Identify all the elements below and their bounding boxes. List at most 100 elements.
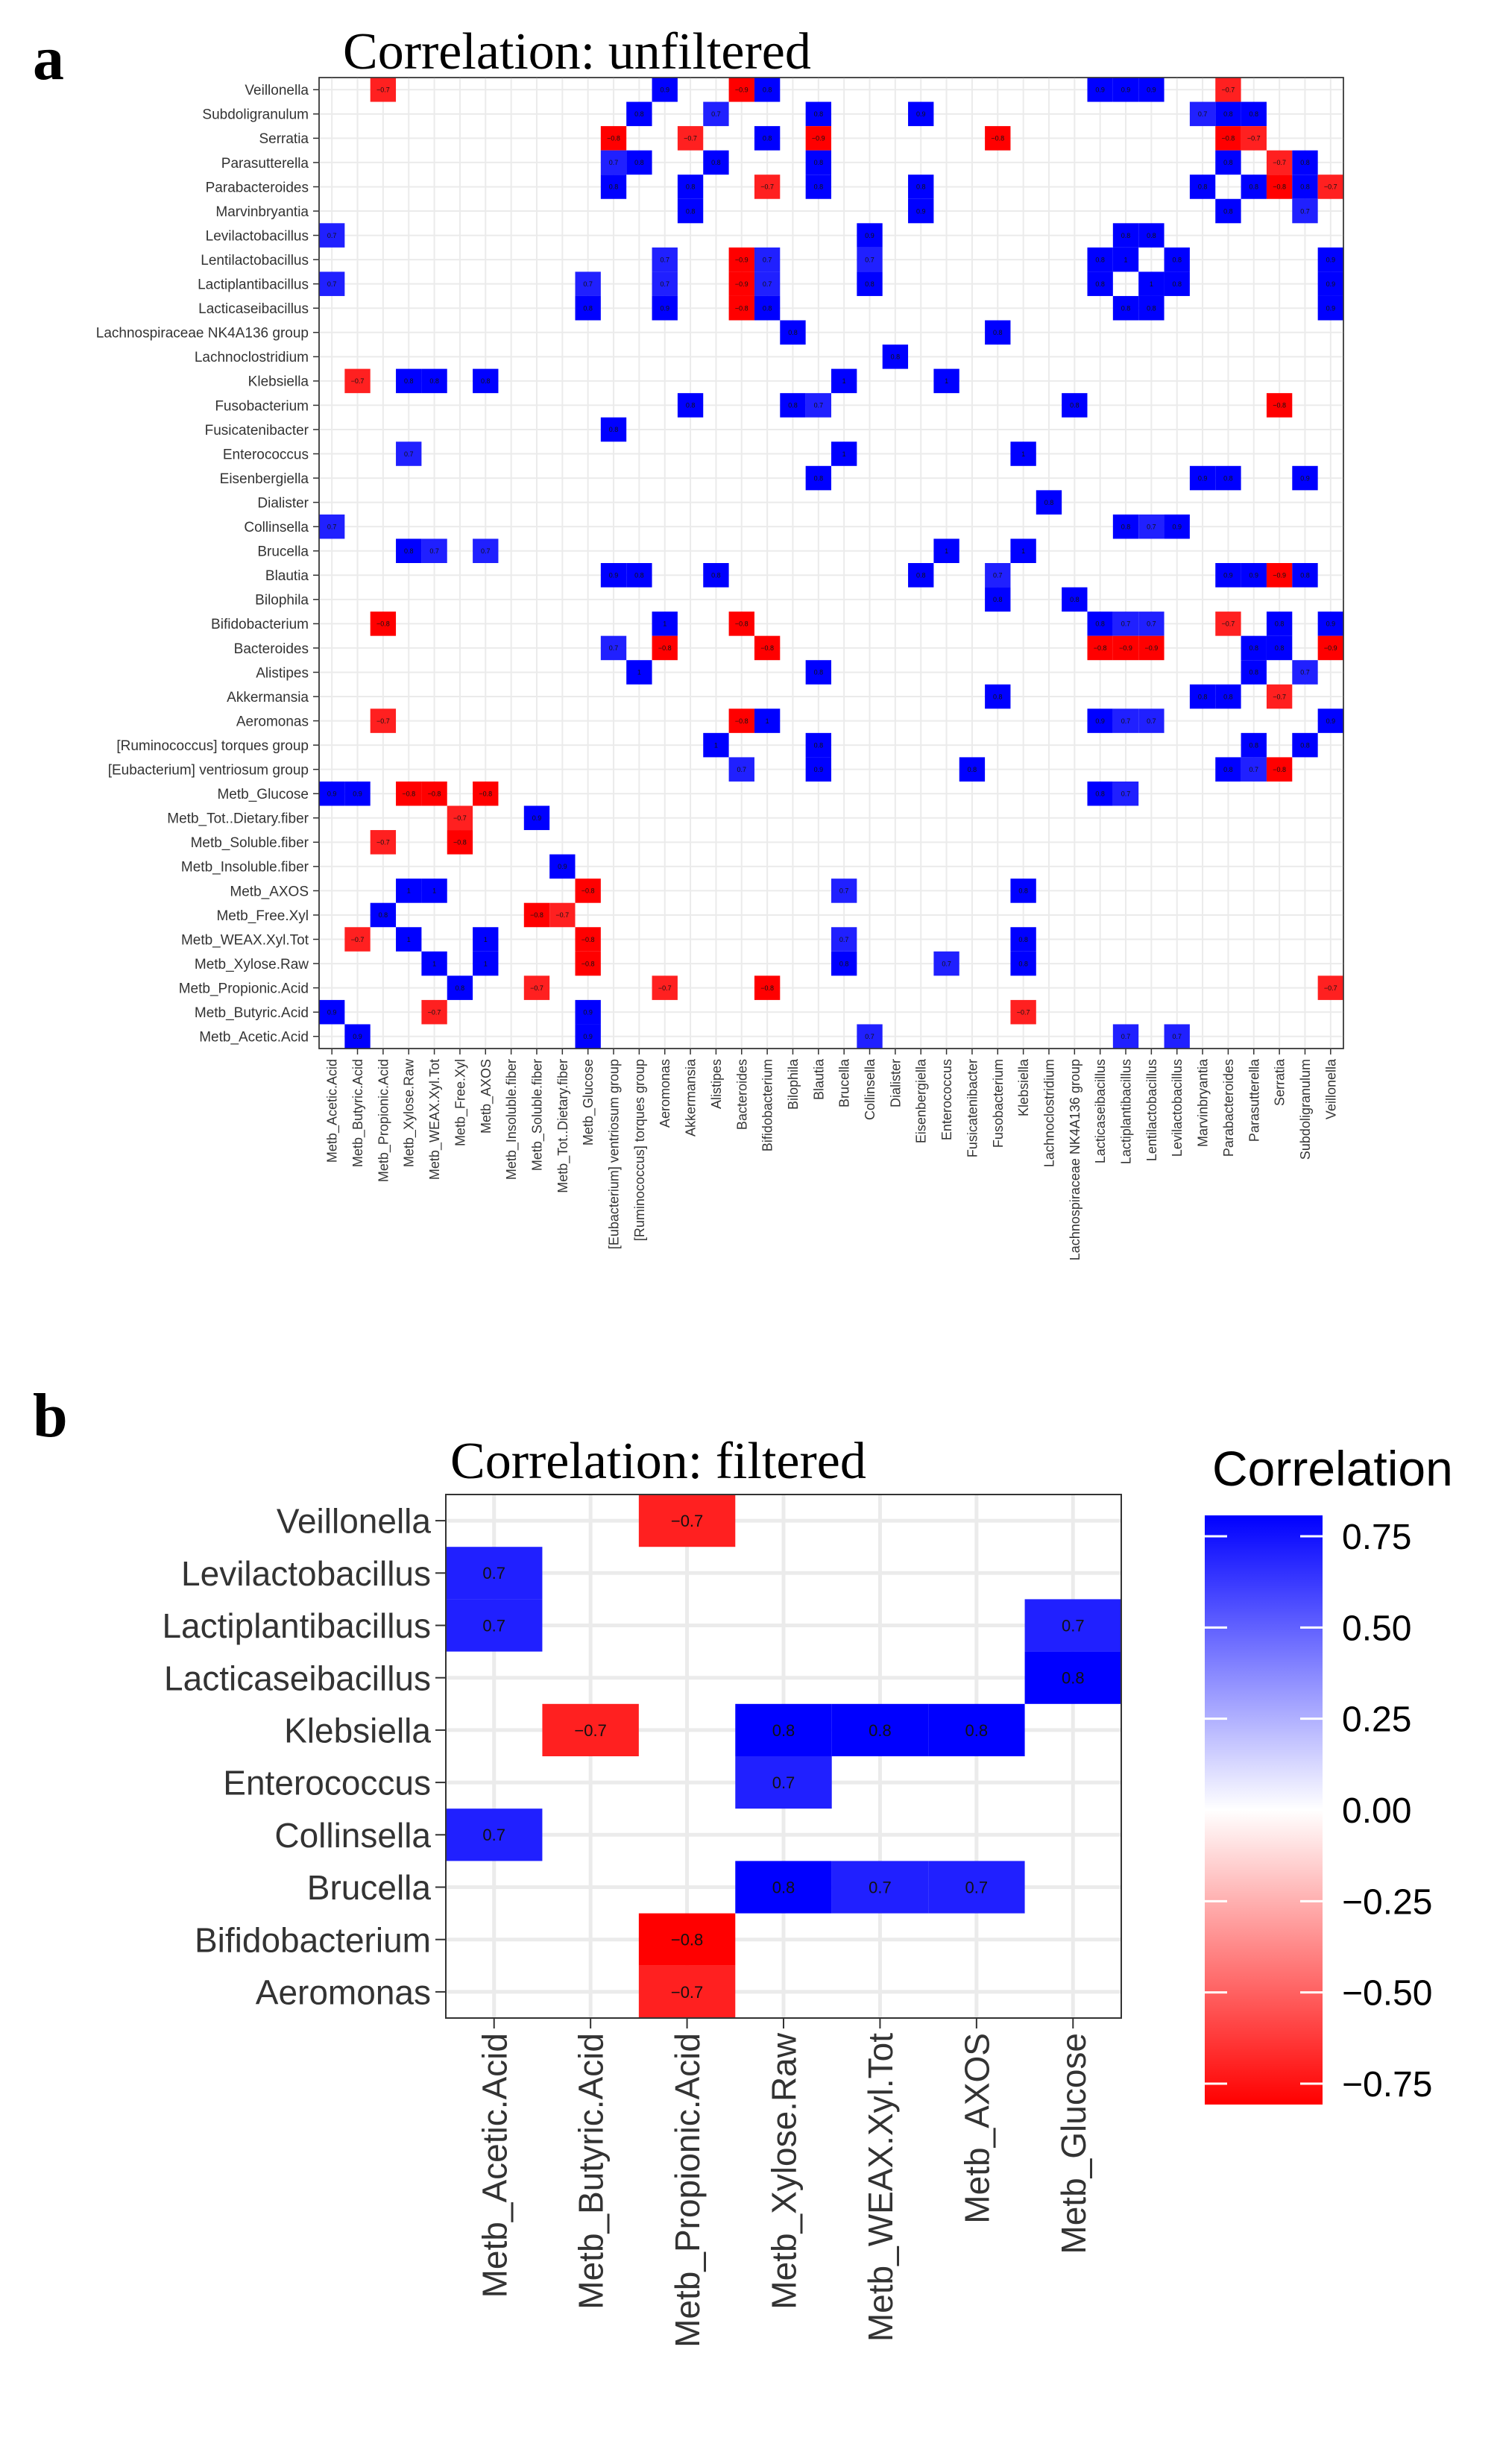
heatmap-a-cell [728, 247, 754, 272]
heatmap-a-xlabel-brucella: Brucella [837, 1058, 852, 1107]
heatmap-a-cell [1189, 465, 1216, 491]
heatmap-a-cell [575, 1024, 601, 1049]
heatmap-b-cell [446, 1599, 543, 1652]
heatmap-a-ylabel-akkermansia: Akkermansia [227, 690, 309, 705]
chart-b-title: Correlation: filtered [450, 1433, 866, 1490]
heatmap-a-cell-label: 0.7 [660, 256, 669, 263]
heatmap-a-cell-label: −0.8 [607, 135, 620, 142]
heatmap-a-cell [1164, 247, 1190, 272]
heatmap-a-cell-label: 0.8 [993, 329, 1003, 336]
legend-tick-label: 0.25 [1342, 1700, 1411, 1740]
heatmap-a-cell [728, 757, 754, 782]
heatmap-a-xlabel-eubacterium-ventriosum-group: [Eubacterium] ventriosum group [607, 1059, 622, 1249]
heatmap-a-ylabel-klebsiella: Klebsiella [248, 374, 309, 390]
heatmap-a-cell-label: 0.9 [583, 1033, 593, 1040]
heatmap-a-cell-label: 0.8 [814, 183, 824, 191]
heatmap-a-cell [319, 781, 345, 806]
heatmap-a-cell-label: 0.8 [1018, 960, 1028, 967]
heatmap-b-ylabel-veillonella: Veillonella [277, 1502, 432, 1541]
heatmap-a-cell-label: 0.8 [686, 402, 696, 409]
heatmap-a-cell-label: 1 [432, 960, 436, 967]
heatmap-a-ylabel-veillonella: Veillonella [245, 83, 309, 98]
heatmap-b-cell [928, 1861, 1025, 1914]
heatmap-b-cell [638, 1965, 736, 2018]
heatmap-a-cell [1215, 150, 1241, 175]
heatmap-a-cell-label: 1 [842, 450, 846, 458]
heatmap-a-cell-label: 0.9 [660, 87, 669, 94]
heatmap-a-cell [1292, 563, 1318, 588]
heatmap-a-cell-label: 0.8 [711, 572, 721, 579]
heatmap-a-xlabel-metb-xylose-raw: Metb_Xylose.Raw [402, 1058, 417, 1167]
heatmap-a-cell [677, 175, 704, 199]
heatmap-a-cell [1292, 198, 1318, 224]
heatmap-a-xlabel-fusobacterium: Fusobacterium [991, 1059, 1006, 1148]
heatmap-a-cell [549, 854, 576, 879]
legend-tick-label: −0.50 [1342, 1974, 1432, 2014]
heatmap-a-cell-label: 0.8 [891, 353, 901, 361]
heatmap-a-cell-label: −0.7 [376, 87, 390, 94]
heatmap-a-ylabel-metb-glucose: Metb_Glucose [217, 787, 309, 802]
heatmap-a-cell [831, 368, 857, 394]
heatmap-a-cell [396, 781, 422, 806]
heatmap-a-cell [421, 538, 447, 563]
heatmap-a-cell-label: −0.8 [1273, 766, 1286, 773]
heatmap-a-cell-label: −0.8 [1273, 183, 1286, 191]
heatmap-a-cell [1138, 612, 1164, 636]
heatmap-a-cell [319, 223, 345, 248]
heatmap-a-cell-label: 0.7 [1121, 620, 1131, 628]
heatmap-a-cell-label: −0.9 [735, 280, 748, 288]
heatmap-b-cell-label: −0.7 [574, 1721, 606, 1740]
heatmap-a-ylabel-metb-soluble-fiber: Metb_Soluble.fiber [191, 835, 309, 851]
heatmap-a-xlabel-akkermansia: Akkermansia [684, 1058, 699, 1137]
heatmap-a-cell [1241, 660, 1267, 685]
heatmap-b-xlabel-metb-butyric-acid: Metb_Butyric.Acid [572, 2033, 611, 2310]
heatmap-a-ylabel-eisenbergiella: Eisenbergiella [220, 471, 309, 487]
heatmap-a-cell [1215, 684, 1241, 709]
heatmap-a-cell-label: −0.8 [735, 717, 748, 725]
heatmap-a-xlabel-blautia: Blautia [811, 1058, 826, 1100]
heatmap-b-cell [446, 1547, 543, 1600]
heatmap-a-cell [1266, 612, 1293, 636]
heatmap-a-cell [1189, 175, 1216, 199]
heatmap-a-cell-label: 0.8 [1223, 766, 1233, 773]
heatmap-a-xlabel-metb-weax-xyl-tot: Metb_WEAX.Xyl.Tot [427, 1059, 443, 1180]
heatmap-b-ylabel-aeromonas: Aeromonas [256, 1973, 431, 2011]
heatmap-a-cell [805, 660, 831, 685]
heatmap-a-cell-label: 0.7 [1300, 669, 1310, 676]
heatmap-a-ylabel-metb-xylose-raw: Metb_Xylose.Raw [195, 957, 309, 972]
heatmap-a-ylabel-metb-insoluble-fiber: Metb_Insoluble.fiber [181, 860, 309, 876]
heatmap-a-cell-label: −0.8 [376, 620, 390, 628]
heatmap-a-cell [473, 927, 499, 952]
heatmap-b-cell-label: 0.7 [482, 1616, 505, 1635]
heatmap-a-ylabel-bifidobacterium: Bifidobacterium [211, 617, 309, 632]
heatmap-a-cell-label: −0.7 [1222, 87, 1235, 94]
heatmap-b-cell-label: 0.8 [1062, 1669, 1085, 1688]
heatmap-a-ylabel-bilophila: Bilophila [255, 593, 309, 609]
heatmap-a-cell-label: 0.8 [1249, 644, 1259, 652]
heatmap-b-cell [1024, 1651, 1121, 1704]
heatmap-a-cell-label: −0.7 [351, 377, 365, 385]
heatmap-a-cell [370, 708, 397, 733]
heatmap-a-cell-label: 0.7 [865, 1033, 874, 1040]
heatmap-a-cell-label: 0.8 [609, 183, 619, 191]
heatmap-a-cell-label: −0.8 [530, 911, 543, 919]
legend-tick-label: 0.00 [1342, 1791, 1411, 1831]
heatmap-a-cell-label: 0.8 [1147, 232, 1156, 239]
heatmap-b-cell [1024, 1599, 1121, 1652]
heatmap-a-cell [805, 393, 831, 418]
heatmap-a-cell-label: 0.8 [686, 183, 696, 191]
heatmap-b-cell [831, 1861, 929, 1914]
heatmap-a-cell-label: 0.9 [353, 790, 362, 797]
heatmap-a-xlabel-klebsiella: Klebsiella [1016, 1058, 1031, 1116]
heatmap-a-ylabel-blautia: Blautia [265, 568, 309, 584]
heatmap-a-cell-label: 0.9 [1326, 280, 1336, 288]
heatmap-a-cell-label: 1 [945, 547, 948, 555]
heatmap-a-cell-label: 1 [407, 936, 411, 943]
heatmap-a-cell [1241, 635, 1267, 661]
heatmap-a-cell [1317, 708, 1343, 733]
heatmap-a-cell-label: 0.8 [404, 377, 414, 385]
heatmap-a-cell [1292, 150, 1318, 175]
heatmap-b-cell [542, 1703, 639, 1756]
heatmap-a-ylabel-fusicatenibacter: Fusicatenibacter [205, 423, 309, 439]
heatmap-a-cell-label: 0.8 [814, 741, 824, 749]
